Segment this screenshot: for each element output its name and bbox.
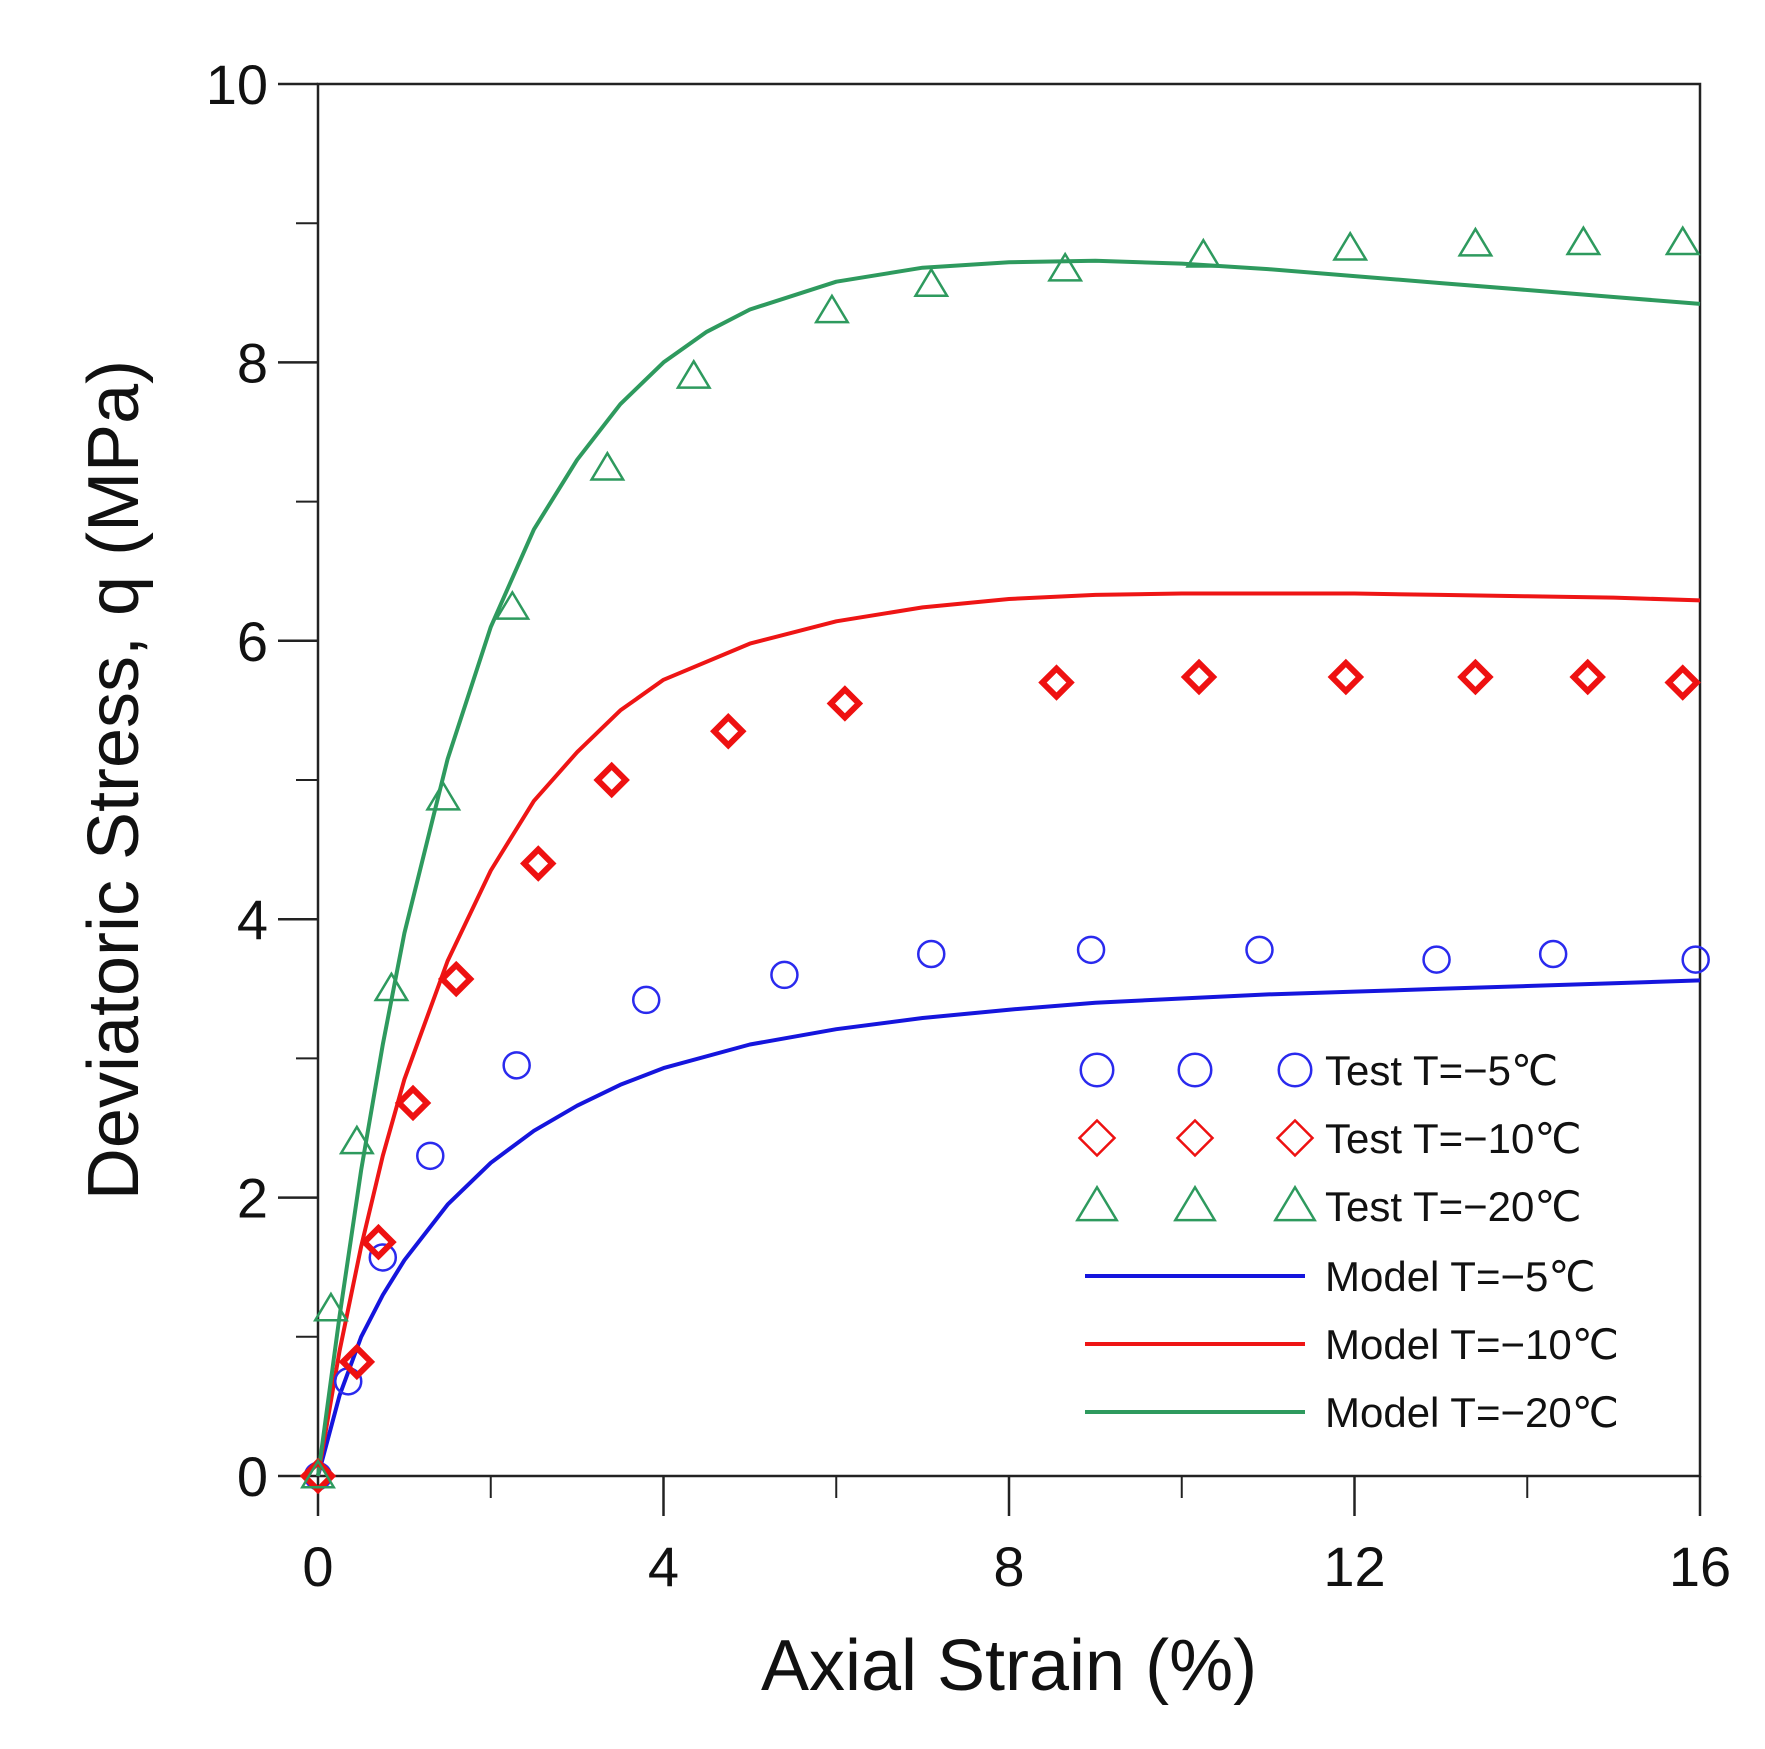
legend-label: Model T=−10℃ xyxy=(1325,1321,1619,1368)
data-point-circle xyxy=(502,1051,531,1080)
data-point-triangle xyxy=(1664,225,1701,256)
x-axis-title: Axial Strain (%) xyxy=(761,1626,1257,1706)
data-point-circle xyxy=(631,985,661,1015)
data-point-circle xyxy=(1076,935,1106,965)
x-tick-label: 8 xyxy=(993,1535,1024,1598)
test-markers xyxy=(299,225,1710,1495)
data-point-diamond xyxy=(1664,664,1701,701)
data-point-diamond xyxy=(299,1457,337,1495)
data-point-triangle xyxy=(494,589,531,620)
data-point-diamond xyxy=(593,761,630,799)
legend-marker-circle xyxy=(1177,1052,1213,1088)
data-point-diamond xyxy=(394,1084,432,1122)
legend-marker-circle xyxy=(1079,1052,1115,1088)
y-tick-label: 4 xyxy=(237,888,268,951)
data-point-circle xyxy=(917,939,946,969)
marker-series-0 xyxy=(303,935,1710,1491)
model-line-series-5 xyxy=(316,258,1701,1477)
data-point-diamond xyxy=(1327,658,1365,696)
x-tick-label: 0 xyxy=(302,1535,333,1598)
legend-marker-diamond xyxy=(1175,1118,1215,1158)
data-point-diamond xyxy=(1180,658,1218,696)
data-point-diamond xyxy=(1038,664,1075,701)
data-point-circle xyxy=(1245,935,1274,965)
data-point-diamond xyxy=(1457,658,1494,696)
data-point-triangle xyxy=(1185,237,1222,268)
marker-series-1 xyxy=(299,658,1701,1495)
data-point-diamond xyxy=(826,685,864,722)
legend-label: Test T=−5℃ xyxy=(1325,1047,1558,1094)
legend-marker-circle xyxy=(1277,1052,1313,1088)
y-axis-title: Deviatoric Stress, q (MPa) xyxy=(74,360,154,1200)
data-point-diamond xyxy=(1569,658,1606,696)
data-point-circle xyxy=(1422,945,1451,974)
legend: Test T=−5℃ Test T=−10℃ Test T=−20℃ Model T=… xyxy=(1075,1047,1619,1436)
data-point-triangle xyxy=(675,358,712,389)
legend-marker-diamond xyxy=(1077,1118,1117,1158)
data-point-diamond xyxy=(338,1343,376,1381)
data-point-triangle xyxy=(1565,225,1602,256)
data-point-circle xyxy=(1681,945,1710,974)
x-tick-label: 12 xyxy=(1323,1535,1385,1598)
tick-labels: 0 2 4 6 8 10 0 4 8 12 16 xyxy=(206,53,1731,1598)
data-point-triangle xyxy=(589,450,626,481)
data-point-diamond xyxy=(520,845,557,882)
legend-marker-diamond xyxy=(1275,1118,1315,1158)
marker-series-2 xyxy=(300,225,1701,1489)
data-point-triangle xyxy=(813,293,850,324)
y-tick-label: 10 xyxy=(206,53,268,116)
y-tick-label: 0 xyxy=(237,1445,268,1508)
data-point-triangle xyxy=(312,1291,349,1322)
data-point-circle xyxy=(770,960,799,990)
data-point-triangle xyxy=(1047,251,1084,282)
axis-ticks xyxy=(278,82,1702,1516)
legend-marker-triangle xyxy=(1173,1184,1217,1222)
data-point-triangle xyxy=(373,971,410,1002)
x-tick-label: 16 xyxy=(1669,1535,1731,1598)
legend-label: Model T=−5℃ xyxy=(1325,1253,1596,1300)
data-point-triangle xyxy=(300,1458,336,1489)
data-point-circle xyxy=(1538,939,1568,969)
data-point-diamond xyxy=(437,960,475,998)
legend-marker-triangle xyxy=(1273,1184,1317,1222)
data-point-triangle xyxy=(338,1124,375,1155)
data-point-triangle xyxy=(425,780,462,811)
data-point-circle xyxy=(368,1243,398,1272)
data-point-diamond xyxy=(360,1223,397,1261)
data-point-triangle xyxy=(1457,226,1494,257)
data-point-triangle xyxy=(1332,230,1369,261)
model-line-series-3 xyxy=(316,978,1701,1477)
x-tick-label: 4 xyxy=(648,1535,679,1598)
legend-label: Model T=−20℃ xyxy=(1325,1389,1619,1436)
y-tick-label: 2 xyxy=(237,1167,268,1230)
data-point-triangle xyxy=(913,267,950,297)
data-point-circle xyxy=(416,1141,445,1171)
y-tick-label: 6 xyxy=(237,610,268,673)
legend-label: Test T=−10℃ xyxy=(1325,1115,1582,1162)
legend-marker-triangle xyxy=(1075,1184,1119,1222)
data-point-diamond xyxy=(710,713,747,750)
legend-label: Test T=−20℃ xyxy=(1325,1183,1582,1230)
y-tick-label: 8 xyxy=(237,331,268,394)
